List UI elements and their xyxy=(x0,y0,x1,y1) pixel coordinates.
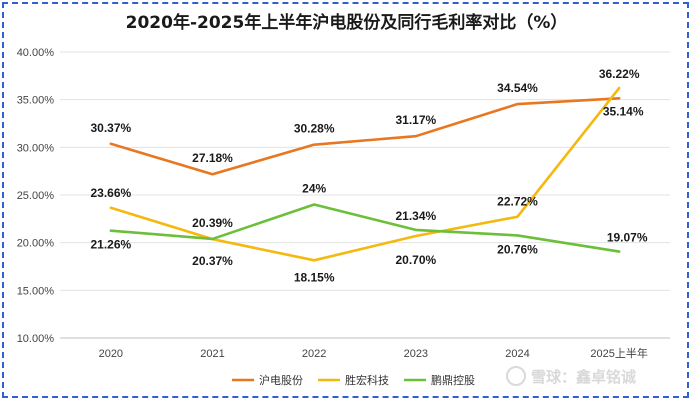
data-label: 34.54% xyxy=(497,81,538,95)
y-tick-label: 30.00% xyxy=(17,142,55,154)
data-label: 21.26% xyxy=(90,238,131,252)
data-label: 20.39% xyxy=(192,216,233,230)
x-tick-label: 2021 xyxy=(200,348,224,360)
y-tick-label: 40.00% xyxy=(17,47,55,59)
data-label: 30.37% xyxy=(90,121,131,135)
y-tick-label: 25.00% xyxy=(17,190,55,202)
y-tick-label: 35.00% xyxy=(17,95,55,107)
data-label: 31.17% xyxy=(395,113,436,127)
x-tick-label: 2025上半年 xyxy=(590,346,647,360)
snowball-icon xyxy=(506,366,526,386)
data-label: 23.66% xyxy=(90,186,131,200)
x-tick-label: 2024 xyxy=(505,348,529,360)
legend-label: 胜宏科技 xyxy=(345,373,389,387)
data-label: 30.28% xyxy=(294,122,335,136)
y-tick-label: 20.00% xyxy=(17,238,55,250)
data-label: 35.14% xyxy=(603,104,644,118)
data-label: 21.34% xyxy=(395,209,436,223)
series-line-1 xyxy=(109,97,621,176)
data-label: 20.70% xyxy=(395,253,436,267)
chart-frame xyxy=(2,2,689,398)
legend-label: 沪电股份 xyxy=(259,373,303,387)
x-tick-label: 2023 xyxy=(404,348,428,360)
x-tick-label: 2020 xyxy=(99,348,123,360)
y-tick-label: 15.00% xyxy=(17,285,55,297)
chart-title: 2020年-2025年上半年沪电股份及同行毛利率对比（%） xyxy=(125,13,568,33)
data-label: 36.22% xyxy=(599,67,640,81)
data-label: 20.37% xyxy=(192,254,233,268)
data-label: 27.18% xyxy=(192,151,233,165)
data-label: 19.07% xyxy=(607,231,648,245)
series-line-2 xyxy=(109,86,621,262)
x-tick-label: 2022 xyxy=(302,348,326,360)
series-line-3 xyxy=(109,203,621,253)
data-label: 20.76% xyxy=(497,242,538,256)
legend-label: 鹏鼎控股 xyxy=(431,373,475,387)
data-label: 18.15% xyxy=(294,270,335,284)
data-label: 22.72% xyxy=(497,195,538,209)
data-label: 24% xyxy=(302,182,326,196)
watermark-text: 雪球：鑫卓铭诚 xyxy=(531,368,636,386)
y-tick-label: 10.00% xyxy=(17,333,55,345)
